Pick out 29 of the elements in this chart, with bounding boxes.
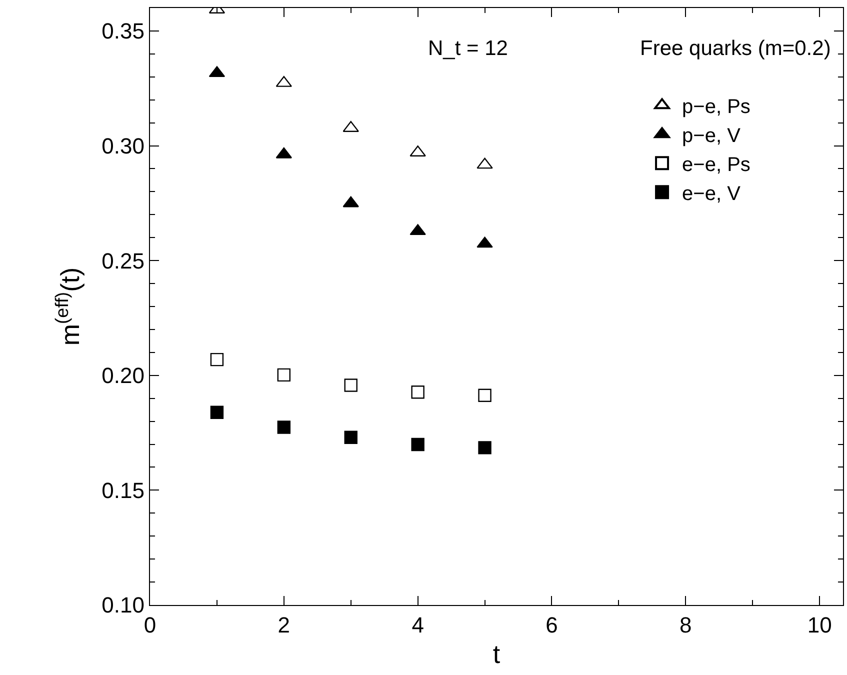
x-axis-title: t	[492, 639, 501, 670]
point	[411, 438, 424, 452]
point	[277, 420, 291, 434]
point	[344, 430, 358, 444]
point	[411, 386, 424, 399]
point	[478, 388, 492, 402]
point	[478, 441, 492, 454]
legend-label: p−e, V	[682, 124, 742, 147]
x-tick-label: 2	[278, 612, 290, 638]
y-tick-label: 0.15	[102, 478, 144, 503]
annotation: Free quarks (m=0.2)	[640, 37, 831, 60]
legend-label: e−e, Ps	[682, 154, 750, 176]
point	[210, 406, 224, 419]
y-tick-label: 0.30	[102, 133, 144, 158]
point	[210, 352, 224, 366]
y-tick-label: 0.35	[102, 18, 144, 44]
point	[344, 378, 358, 392]
point	[277, 368, 291, 382]
y-tick-label: 0.10	[102, 592, 144, 618]
x-tick-label: 10	[807, 612, 832, 638]
x-tick-label: 6	[546, 612, 558, 638]
legend-label: e−e, V	[682, 182, 742, 205]
y-tick-label: 0.25	[102, 248, 144, 274]
x-tick-label: 0	[144, 612, 156, 638]
annotation: N_t = 12	[428, 37, 508, 60]
y-tick-label: 0.20	[102, 363, 144, 388]
x-tick-label: 8	[680, 612, 692, 638]
legend-label: p−e, Ps	[682, 96, 750, 118]
x-tick-label: 4	[412, 612, 424, 638]
